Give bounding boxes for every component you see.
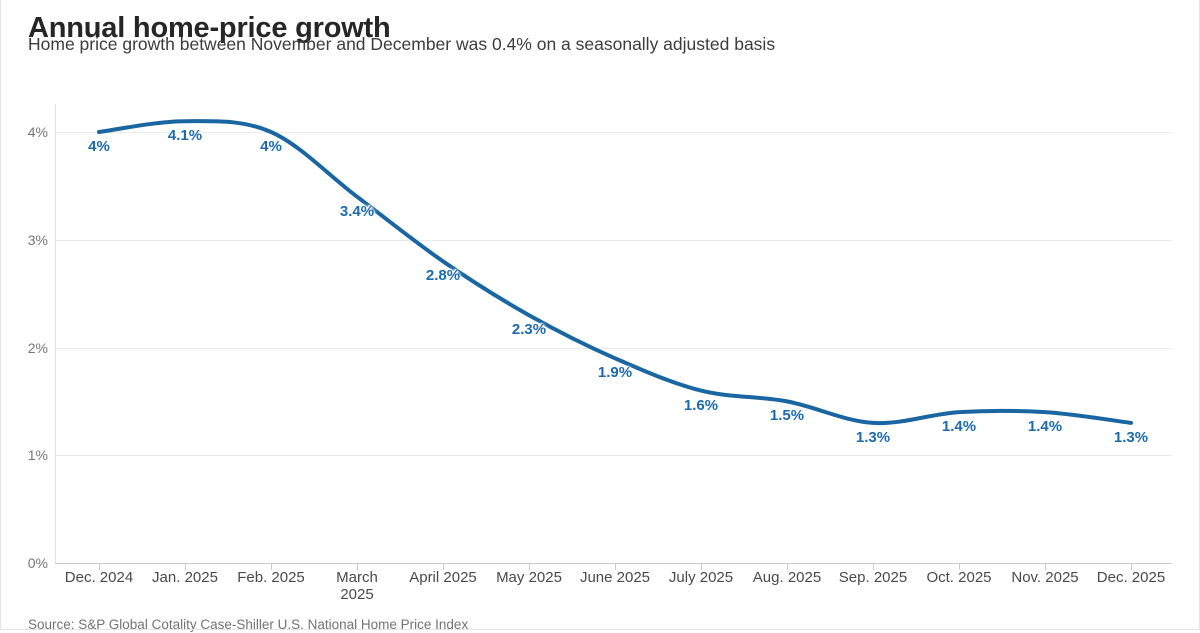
- x-axis-tick-label: Aug. 2025: [752, 569, 822, 586]
- x-axis-tick-label: May 2025: [496, 569, 562, 586]
- x-axis-tick-label: Dec. 2024: [64, 569, 134, 586]
- x-axis-tick-label: July 2025: [668, 569, 734, 586]
- data-point-label: 1.3%: [855, 428, 891, 446]
- data-point-label: 2.8%: [425, 267, 461, 285]
- y-axis-tick-label: 3%: [27, 232, 48, 248]
- x-axis-tick-label: April 2025: [409, 569, 477, 586]
- x-axis-tick-label: Jan. 2025: [152, 569, 218, 586]
- x-axis-tick-label: June 2025: [579, 569, 651, 586]
- source-note: Source: S&P Global Cotality Case-Shiller…: [28, 617, 469, 632]
- price-growth-line: [97, 119, 1133, 426]
- data-point-label: 1.4%: [1027, 418, 1063, 436]
- x-axis-tick-label: Nov. 2025: [1011, 569, 1079, 586]
- data-point-label: 3.4%: [339, 202, 375, 220]
- y-axis-tick-label: 0%: [27, 555, 48, 571]
- data-point-label: 1.6%: [683, 396, 719, 414]
- chart-title: Annual home-price growth: [28, 12, 391, 45]
- x-axis-tick-label: Feb. 2025: [237, 569, 305, 586]
- data-point-label: 1.9%: [597, 364, 633, 382]
- x-axis-tick-label: Dec. 2025: [1096, 569, 1166, 586]
- data-point-label: 1.5%: [769, 407, 805, 425]
- data-point-label: 4.1%: [167, 127, 203, 145]
- data-point-label: 1.4%: [941, 418, 977, 436]
- data-point-label: 1.3%: [1113, 428, 1149, 446]
- y-axis-tick-label: 1%: [27, 447, 48, 463]
- y-axis-tick-label: 4%: [27, 124, 48, 140]
- y-axis-tick-label: 2%: [27, 340, 48, 356]
- x-axis-tick-label: Oct. 2025: [926, 569, 992, 586]
- data-point-label: 2.3%: [511, 321, 547, 339]
- data-point-label: 4%: [88, 138, 110, 155]
- x-axis-tick-label: Sep. 2025: [838, 569, 908, 586]
- x-axis-tick-label: March 2025: [336, 569, 378, 603]
- data-point-label: 4%: [260, 138, 282, 155]
- chart-subtitle: Home price growth between November and D…: [28, 34, 776, 54]
